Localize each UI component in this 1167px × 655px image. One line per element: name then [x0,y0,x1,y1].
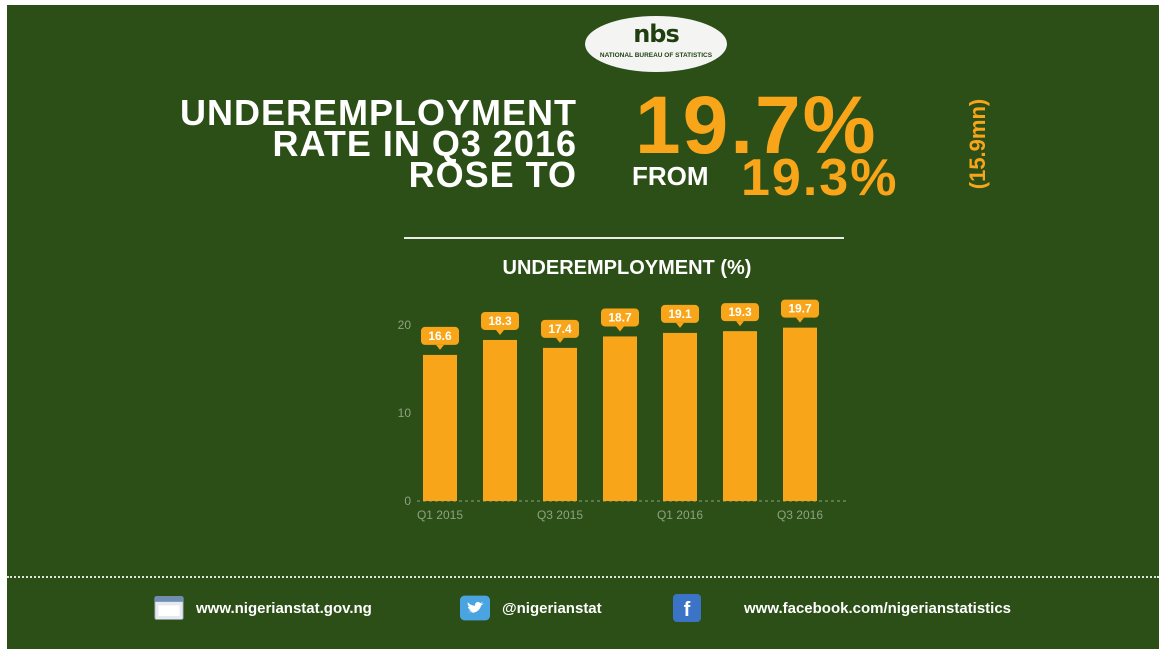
browser-window-icon [154,593,184,623]
bar [483,339,517,501]
data-label: 18.3 [488,314,512,328]
population-count: (15.9mn) [965,90,991,198]
data-label: 18.7 [608,310,632,324]
data-label: 16.6 [428,329,452,343]
data-label: 19.7 [788,302,812,316]
y-tick-label: 20 [398,318,412,332]
dotted-separator [7,576,1159,578]
data-label-pointer [436,344,444,350]
data-label: 17.4 [548,322,572,336]
x-tick-label: Q1 2015 [417,508,463,522]
data-label-pointer [676,322,684,328]
headline-line-3: ROSE TO [408,154,577,195]
data-label: 19.1 [668,307,692,321]
divider-line [404,237,844,239]
data-label-pointer [616,326,624,332]
bar [723,331,757,501]
data-label-bubble [781,299,819,318]
x-tick-label: Q1 2016 [657,508,703,522]
nbs-logo: nbs NATIONAL BUREAU OF STATISTICS [585,16,727,72]
data-label-bubble [481,311,519,330]
bar [603,336,637,501]
facebook-f-icon: f [672,593,702,623]
data-label-bubble [601,308,639,327]
headline: UNDEREMPLOYMENT RATE IN Q3 2016 ROSE TO [67,92,577,195]
data-label-bubble [421,326,459,345]
y-tick-label: 10 [398,406,412,420]
bar [543,347,577,501]
footer-facebook[interactable]: f www.facebook.com/nigerianstatistics [672,593,1011,623]
svg-text:f: f [684,599,691,621]
population-count-text: (15.9mn) [965,98,990,190]
chart-title: UNDEREMPLOYMENT (%) [502,257,752,279]
data-label-pointer [796,317,804,323]
headline-line-1: UNDEREMPLOYMENT [179,92,577,133]
data-label-pointer [736,321,744,327]
x-tick-label: Q3 2015 [537,508,583,522]
website-link[interactable]: www.nigerianstat.gov.ng [196,599,372,617]
data-label-bubble [721,303,759,322]
logo-name: NATIONAL BUREAU OF STATISTICS [599,52,713,59]
bar [663,332,697,501]
data-label-bubble [541,319,579,338]
data-label-bubble [661,304,699,323]
twitter-bird-icon [460,593,490,623]
footer-twitter[interactable]: @nigerianstat [460,593,602,623]
logo-mark: nbs [633,20,680,48]
facebook-link[interactable]: www.facebook.com/nigerianstatistics [744,599,1012,617]
headline-line-2: RATE IN Q3 2016 [272,123,577,164]
footer-website[interactable]: www.nigerianstat.gov.ng [154,593,372,623]
data-label: 19.3 [728,305,752,319]
y-tick-label: 0 [404,494,411,508]
from-label: FROM [632,161,709,191]
previous-rate: 19.3% [741,149,899,207]
bar [783,327,817,501]
data-label-pointer [556,337,564,343]
twitter-handle[interactable]: @nigerianstat [502,599,602,617]
infographic-board: nbs NATIONAL BUREAU OF STATISTICS UNDERE… [7,5,1159,649]
x-tick-label: Q3 2016 [777,508,823,522]
data-label-pointer [496,329,504,335]
underemployment-bar-chart: 0 10 20 16.6 Q1 2015 18.3 17.4 Q3 2015 18.7 19.1 Q… [398,299,849,522]
current-rate: 19.7% [635,80,878,171]
bar [423,354,457,501]
